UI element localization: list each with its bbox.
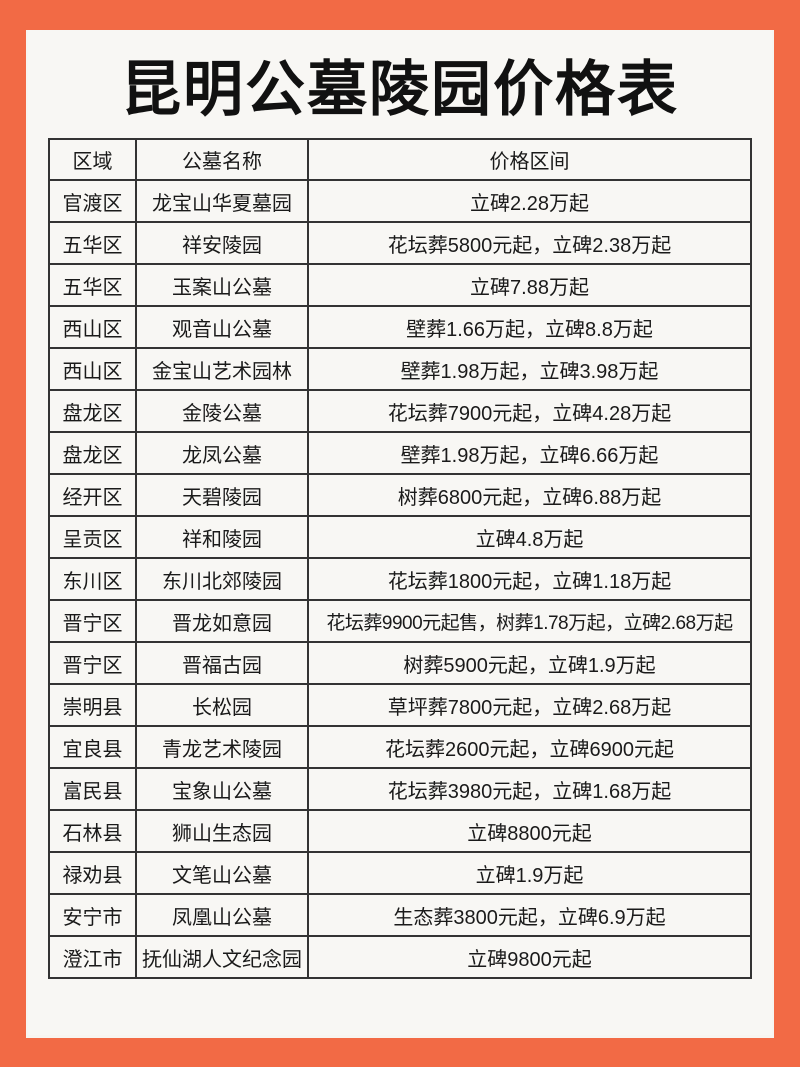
cell-region: 富民县 bbox=[48, 767, 137, 811]
cell-price-range: 立碑7.88万起 bbox=[307, 263, 752, 307]
cell-region: 经开区 bbox=[48, 473, 137, 517]
cell-cemetery-name: 文笔山公墓 bbox=[135, 851, 309, 895]
table-row: 西山区 观音山公墓 壁葬1.66万起，立碑8.8万起 bbox=[48, 305, 752, 349]
cell-cemetery-name: 青龙艺术陵园 bbox=[135, 725, 309, 769]
table-row: 五华区 祥安陵园 花坛葬5800元起，立碑2.38万起 bbox=[48, 221, 752, 265]
cell-price-range: 花坛葬7900元起，立碑4.28万起 bbox=[307, 389, 752, 433]
table-row: 晋宁区 晋龙如意园 花坛葬9900元起售，树葬1.78万起，立碑2.68万起 bbox=[48, 599, 752, 643]
cell-region: 西山区 bbox=[48, 347, 137, 391]
cell-cemetery-name: 晋福古园 bbox=[135, 641, 309, 685]
table-row: 五华区 玉案山公墓 立碑7.88万起 bbox=[48, 263, 752, 307]
page-title: 昆明公墓陵园价格表 bbox=[121, 56, 679, 123]
cell-price-range: 草坪葬7800元起，立碑2.68万起 bbox=[307, 683, 752, 727]
table-header-row: 区域 公墓名称 价格区间 bbox=[48, 138, 752, 181]
cell-cemetery-name: 晋龙如意园 bbox=[135, 599, 309, 643]
cell-region: 澄江市 bbox=[48, 935, 137, 979]
cell-region: 官渡区 bbox=[48, 179, 137, 223]
cell-price-range: 立碑1.9万起 bbox=[307, 851, 752, 895]
table-row: 西山区 金宝山艺术园林 壁葬1.98万起，立碑3.98万起 bbox=[48, 347, 752, 391]
table-row: 盘龙区 龙凤公墓 壁葬1.98万起，立碑6.66万起 bbox=[48, 431, 752, 475]
header-region: 区域 bbox=[48, 138, 137, 181]
cell-cemetery-name: 金宝山艺术园林 bbox=[135, 347, 309, 391]
cell-region: 禄劝县 bbox=[48, 851, 137, 895]
cell-price-range: 生态葬3800元起，立碑6.9万起 bbox=[307, 893, 752, 937]
table-row: 晋宁区 晋福古园 树葬5900元起，立碑1.9万起 bbox=[48, 641, 752, 685]
cell-price-range: 立碑8800元起 bbox=[307, 809, 752, 853]
cell-cemetery-name: 抚仙湖人文纪念园 bbox=[135, 935, 309, 979]
cell-cemetery-name: 龙凤公墓 bbox=[135, 431, 309, 475]
price-table: 区域 公墓名称 价格区间 官渡区 龙宝山华夏墓园 立碑2.28万起 五华区 祥安陵园 花坛… bbox=[48, 138, 752, 979]
cell-region: 石林县 bbox=[48, 809, 137, 853]
cell-cemetery-name: 金陵公墓 bbox=[135, 389, 309, 433]
cell-cemetery-name: 长松园 bbox=[135, 683, 309, 727]
cell-price-range: 壁葬1.98万起，立碑3.98万起 bbox=[307, 347, 752, 391]
cell-cemetery-name: 天碧陵园 bbox=[135, 473, 309, 517]
cell-price-range: 花坛葬2600元起，立碑6900元起 bbox=[307, 725, 752, 769]
table-row: 呈贡区 祥和陵园 立碑4.8万起 bbox=[48, 515, 752, 559]
cell-region: 盘龙区 bbox=[48, 431, 137, 475]
cell-price-range: 花坛葬1800元起，立碑1.18万起 bbox=[307, 557, 752, 601]
cell-region: 晋宁区 bbox=[48, 641, 137, 685]
table-row: 经开区 天碧陵园 树葬6800元起，立碑6.88万起 bbox=[48, 473, 752, 517]
cell-cemetery-name: 东川北郊陵园 bbox=[135, 557, 309, 601]
cell-cemetery-name: 祥和陵园 bbox=[135, 515, 309, 559]
cell-price-range: 立碑9800元起 bbox=[307, 935, 752, 979]
table-row: 石林县 狮山生态园 立碑8800元起 bbox=[48, 809, 752, 853]
header-cemetery-name: 公墓名称 bbox=[135, 138, 309, 181]
table-row: 盘龙区 金陵公墓 花坛葬7900元起，立碑4.28万起 bbox=[48, 389, 752, 433]
cell-price-range: 立碑4.8万起 bbox=[307, 515, 752, 559]
table-row: 宜良县 青龙艺术陵园 花坛葬2600元起，立碑6900元起 bbox=[48, 725, 752, 769]
cell-price-range: 树葬6800元起，立碑6.88万起 bbox=[307, 473, 752, 517]
cell-region: 五华区 bbox=[48, 221, 137, 265]
table-row: 安宁市 凤凰山公墓 生态葬3800元起，立碑6.9万起 bbox=[48, 893, 752, 937]
cell-cemetery-name: 宝象山公墓 bbox=[135, 767, 309, 811]
cell-region: 安宁市 bbox=[48, 893, 137, 937]
cell-price-range: 花坛葬5800元起，立碑2.38万起 bbox=[307, 221, 752, 265]
cell-price-range: 壁葬1.98万起，立碑6.66万起 bbox=[307, 431, 752, 475]
cell-region: 五华区 bbox=[48, 263, 137, 307]
table-row: 东川区 东川北郊陵园 花坛葬1800元起，立碑1.18万起 bbox=[48, 557, 752, 601]
header-price-range: 价格区间 bbox=[307, 138, 752, 181]
cell-cemetery-name: 观音山公墓 bbox=[135, 305, 309, 349]
cell-cemetery-name: 凤凰山公墓 bbox=[135, 893, 309, 937]
cell-cemetery-name: 玉案山公墓 bbox=[135, 263, 309, 307]
cell-region: 崇明县 bbox=[48, 683, 137, 727]
cell-cemetery-name: 龙宝山华夏墓园 bbox=[135, 179, 309, 223]
cell-price-range: 树葬5900元起，立碑1.9万起 bbox=[307, 641, 752, 685]
table-row: 崇明县 长松园 草坪葬7800元起，立碑2.68万起 bbox=[48, 683, 752, 727]
cell-price-range: 立碑2.28万起 bbox=[307, 179, 752, 223]
table-row: 禄劝县 文笔山公墓 立碑1.9万起 bbox=[48, 851, 752, 895]
table-row: 澄江市 抚仙湖人文纪念园 立碑9800元起 bbox=[48, 935, 752, 979]
table-row: 富民县 宝象山公墓 花坛葬3980元起，立碑1.68万起 bbox=[48, 767, 752, 811]
table-row: 官渡区 龙宝山华夏墓园 立碑2.28万起 bbox=[48, 179, 752, 223]
cell-region: 呈贡区 bbox=[48, 515, 137, 559]
cell-region: 晋宁区 bbox=[48, 599, 137, 643]
cell-price-range: 花坛葬3980元起，立碑1.68万起 bbox=[307, 767, 752, 811]
cell-cemetery-name: 祥安陵园 bbox=[135, 221, 309, 265]
cell-price-range: 壁葬1.66万起，立碑8.8万起 bbox=[307, 305, 752, 349]
cell-region: 宜良县 bbox=[48, 725, 137, 769]
cell-region: 盘龙区 bbox=[48, 389, 137, 433]
cell-cemetery-name: 狮山生态园 bbox=[135, 809, 309, 853]
cell-price-range: 花坛葬9900元起售，树葬1.78万起，立碑2.68万起 bbox=[307, 599, 752, 643]
cell-region: 东川区 bbox=[48, 557, 137, 601]
cell-region: 西山区 bbox=[48, 305, 137, 349]
